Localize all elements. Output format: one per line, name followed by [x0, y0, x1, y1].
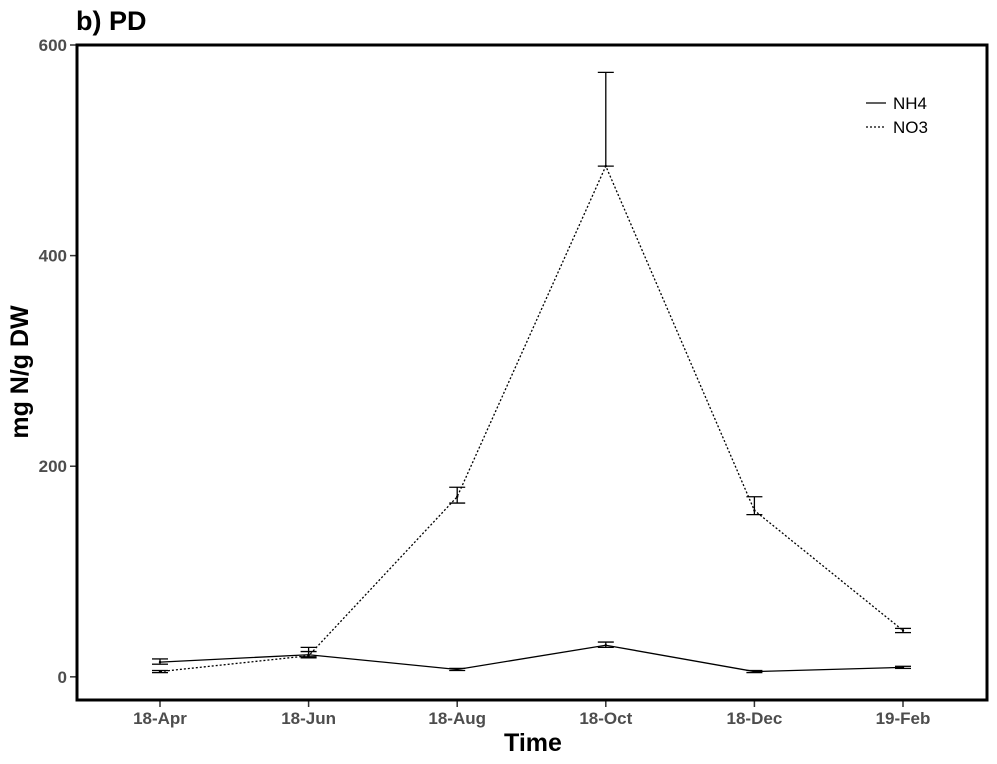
- x-axis-title: Time: [504, 729, 562, 757]
- x-tick-label: 18-Jun: [281, 709, 336, 728]
- x-tick-label: 18-Oct: [579, 709, 632, 728]
- y-tick-label: 0: [58, 668, 67, 687]
- nh4-data-point: [604, 644, 607, 647]
- y-tick-label: 400: [39, 247, 67, 266]
- no3-legend-label: NO3: [893, 118, 928, 137]
- plot-series: [152, 71, 911, 674]
- no3-data-point: [307, 654, 310, 657]
- no3-data-point: [158, 670, 162, 673]
- no3-series-line: [159, 164, 904, 673]
- y-tick-label: 600: [39, 36, 67, 55]
- no3-data-point: [604, 164, 607, 168]
- x-tick-label: 18-Apr: [133, 709, 187, 728]
- no3-data-point: [456, 495, 459, 498]
- x-tick-label: 18-Aug: [428, 709, 486, 728]
- nh4-data-point: [753, 670, 756, 673]
- y-tick-label: 200: [39, 457, 67, 476]
- x-axis: 18-Apr 18-Jun 18-Aug 18-Oct 18-Dec 19-Feb: [133, 700, 930, 728]
- plot-panel-border: [75, 43, 989, 702]
- x-tick-label: 18-Dec: [727, 709, 783, 728]
- nh4-data-point: [158, 660, 162, 664]
- x-tick-label: 19-Feb: [876, 709, 931, 728]
- no3-data-point: [753, 509, 756, 512]
- y-axis: 0 200 400 600: [39, 36, 77, 687]
- nh4-data-point: [901, 666, 905, 669]
- no3-data-point: [901, 629, 905, 632]
- nh4-data-point: [456, 668, 459, 671]
- chart-title: b) PD: [76, 6, 147, 36]
- nh4-series-line: [159, 644, 904, 673]
- nh4-legend-label: NH4: [893, 94, 927, 113]
- y-axis-title: mg N/g DW: [6, 305, 34, 439]
